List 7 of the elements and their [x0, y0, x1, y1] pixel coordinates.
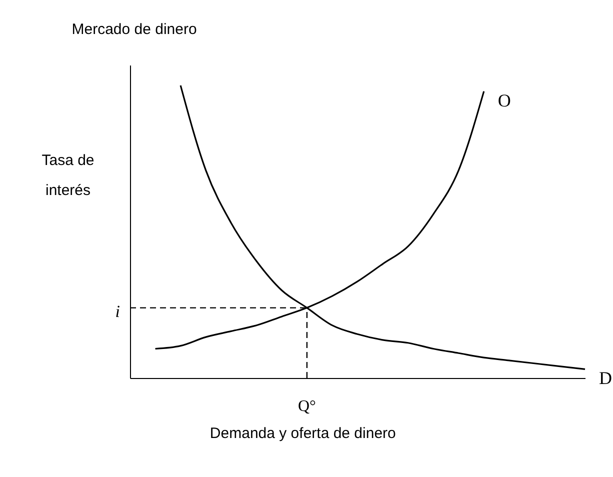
ref-line-label: i	[115, 302, 120, 321]
series-label: D	[599, 368, 612, 388]
chart-title: Mercado de dinero	[72, 21, 197, 38]
y-axis-title: Tasa de interés	[42, 152, 94, 199]
x-axis-title: Demanda y oferta de dinero	[210, 425, 396, 442]
series-label: O	[498, 90, 511, 110]
text: Q°	[298, 398, 316, 415]
